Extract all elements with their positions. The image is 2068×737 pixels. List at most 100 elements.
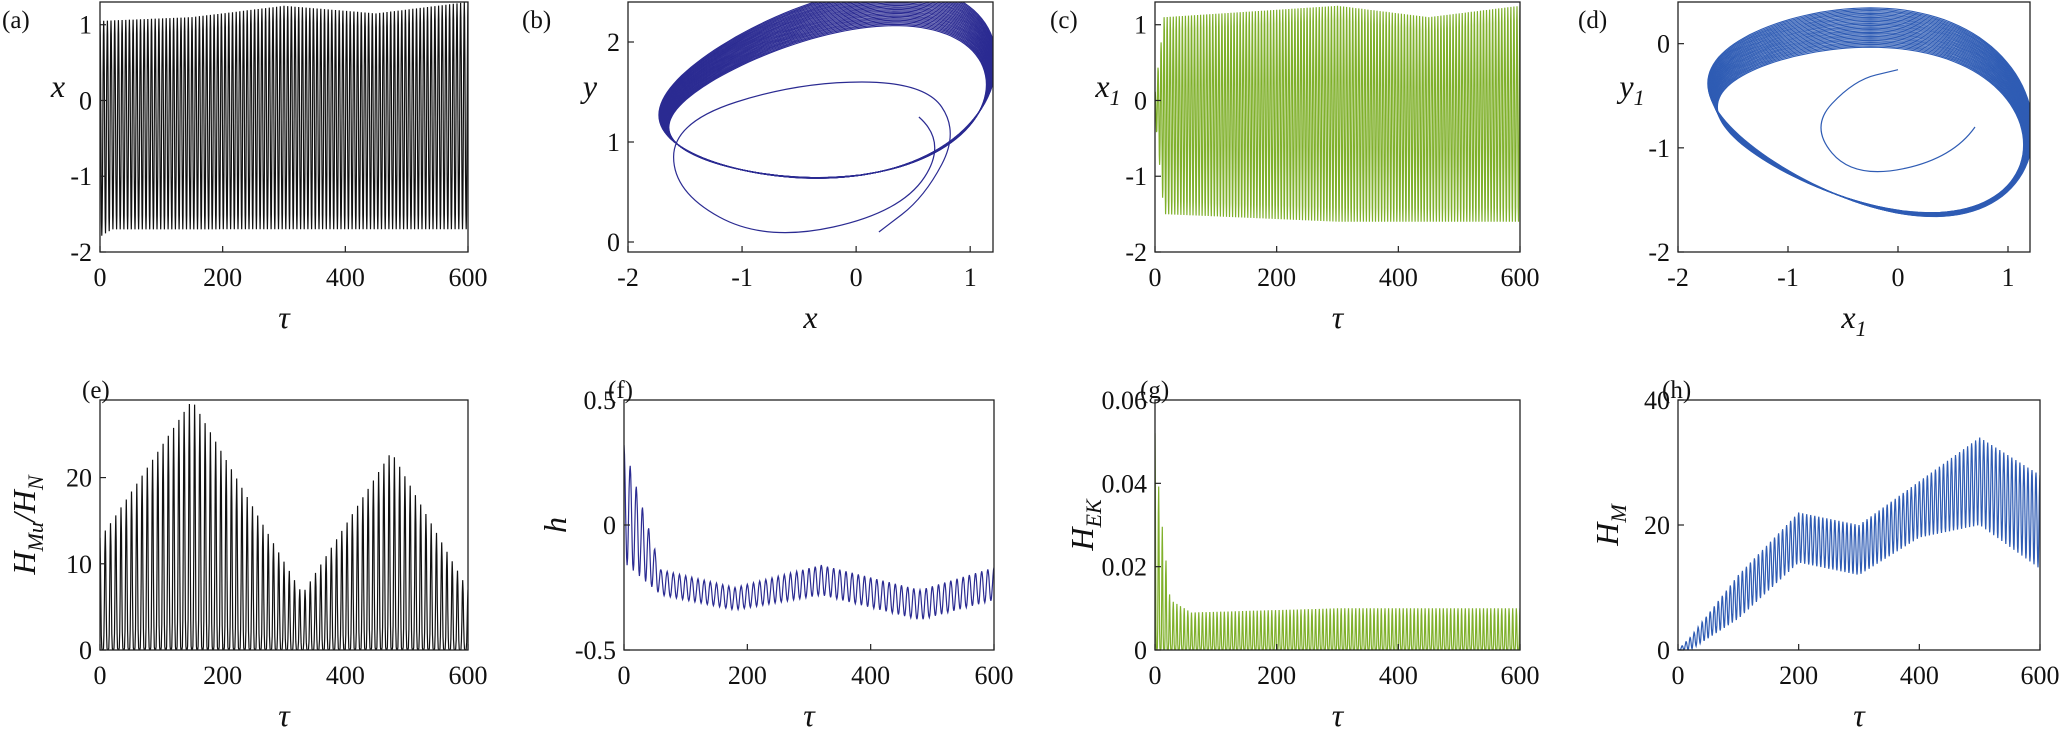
- xlabel-f: τ: [803, 697, 816, 733]
- xtick-label-g-2: 400: [1379, 661, 1418, 690]
- loop-b-4: [666, 19, 989, 179]
- panel-label-h: (h): [1662, 377, 1691, 404]
- series-d: [1707, 7, 2030, 218]
- ytick-label-f-0: -0.5: [575, 636, 616, 665]
- panel-c: 0 200 400 600 -2 -1 0 1 τ x1 (c): [1050, 1, 1540, 335]
- ytick-label-e-0: 0: [79, 636, 92, 665]
- series-line-f: [624, 444, 994, 621]
- ytick-label-b-2: 2: [607, 28, 620, 57]
- xtick-label-h-0: 0: [1672, 661, 1685, 690]
- loop-d-29: [1707, 7, 2030, 218]
- xtick-label-d-0: -2: [1667, 263, 1689, 292]
- series-line-a: [100, 2, 468, 236]
- panel-d: -2 -1 0 1 -2 -1 0 x1 y1 (d): [1578, 1, 2031, 341]
- loop-b-7: [665, 15, 990, 179]
- axes-frame-a: [99, 1, 469, 253]
- ytick-label-b-0: 0: [607, 228, 620, 257]
- loop-b-1: [667, 23, 988, 179]
- panel-label-f: (f): [608, 377, 633, 404]
- ytick-label-a-0: -2: [70, 238, 92, 267]
- loop-b-2: [667, 22, 988, 179]
- xtick-label-b-3: 1: [964, 263, 977, 292]
- xtick-label-g-3: 600: [1501, 661, 1540, 690]
- panel-label-a: (a): [2, 7, 30, 34]
- xtick-label-d-1: -1: [1777, 263, 1799, 292]
- xlabel-c: τ: [1332, 299, 1345, 335]
- axes-frame-f: [623, 399, 995, 651]
- xtick-label-f-2: 400: [851, 661, 890, 690]
- series-h: [1678, 437, 2040, 650]
- xtick-label-c-3: 600: [1501, 263, 1540, 292]
- series-line-g: [1155, 433, 1520, 650]
- axes-frame-g: [1154, 399, 1521, 651]
- xtick-label-a-0: 0: [94, 263, 107, 292]
- loop-b-8: [665, 14, 990, 179]
- ytick-label-b-1: 1: [607, 128, 620, 157]
- series-a: [100, 2, 468, 236]
- loop-b-10: [664, 11, 991, 179]
- panel-label-e: (e): [82, 377, 110, 404]
- panel-label-g: (g): [1140, 377, 1169, 404]
- ytick-label-a-1: -1: [70, 162, 92, 191]
- xtick-label-f-0: 0: [618, 661, 631, 690]
- ytick-label-g-1: 0.02: [1102, 553, 1148, 582]
- xtick-label-f-1: 200: [728, 661, 767, 690]
- xtick-label-h-1: 200: [1779, 661, 1818, 690]
- ytick-label-c-2: 0: [1134, 86, 1147, 115]
- series-c: [1155, 5, 1520, 222]
- axes-frame-e: [99, 399, 469, 651]
- panel-label-d: (d): [1578, 7, 1607, 34]
- xtick-label-b-0: -2: [617, 263, 639, 292]
- ytick-label-g-0: 0: [1134, 636, 1147, 665]
- xtick-label-g-1: 200: [1257, 661, 1296, 690]
- axes-frame-c: [1154, 1, 1521, 253]
- ylabel-f: h: [537, 517, 573, 533]
- xtick-label-g-0: 0: [1149, 661, 1162, 690]
- series-b: [658, 2, 993, 234]
- xlabel-b: x: [802, 299, 817, 335]
- ylabel-h: HM: [1589, 503, 1631, 547]
- xtick-label-e-3: 600: [449, 661, 488, 690]
- loop-b-29: [658, 2, 993, 179]
- loop-b-5: [666, 18, 989, 179]
- xtick-label-e-1: 200: [203, 661, 242, 690]
- ytick-label-c-1: -1: [1125, 162, 1147, 191]
- ytick-label-g-2: 0.04: [1102, 469, 1148, 498]
- panel-f: 0 200 400 600-0.500.5τh(f): [537, 377, 1014, 733]
- xlabel-d: x1: [1840, 299, 1866, 341]
- ytick-label-a-3: 1: [79, 11, 92, 40]
- ytick-label-h-2: 40: [1644, 386, 1670, 415]
- ytick-label-d-0: -2: [1648, 238, 1670, 267]
- series-line-c: [1155, 5, 1520, 222]
- xtick-label-e-2: 400: [326, 661, 365, 690]
- xtick-label-d-2: 0: [1892, 263, 1905, 292]
- xtick-label-a-3: 600: [449, 263, 488, 292]
- xtick-label-c-0: 0: [1149, 263, 1162, 292]
- ytick-label-h-0: 0: [1657, 636, 1670, 665]
- xtick-label-h-2: 400: [1900, 661, 1939, 690]
- xlabel-a: τ: [278, 299, 291, 335]
- ytick-label-f-1: 0: [603, 511, 616, 540]
- xtick-label-e-0: 0: [94, 661, 107, 690]
- xlabel-e: τ: [278, 697, 291, 733]
- series-f: [624, 444, 994, 621]
- xtick-label-b-2: 0: [850, 263, 863, 292]
- panel-label-c: (c): [1050, 7, 1078, 34]
- xtick-label-c-1: 200: [1257, 263, 1296, 292]
- series-g: [1155, 433, 1520, 650]
- ytick-label-a-2: 0: [79, 86, 92, 115]
- loop-b-11: [664, 10, 991, 179]
- loop-b-6: [666, 17, 989, 179]
- panel-h: 0 200 400 600 0 20 40 τ HM (h): [1589, 377, 2060, 733]
- ytick-label-e-2: 20: [66, 464, 92, 493]
- ylabel-g: HEK: [1064, 498, 1106, 552]
- ylabel-c: x1: [1094, 68, 1120, 110]
- ytick-label-d-1: -1: [1648, 134, 1670, 163]
- xtick-label-a-2: 400: [326, 263, 365, 292]
- series-line-e: [100, 403, 468, 650]
- panel-b: -2 -1 0 1 0 1 2 x y (b): [522, 1, 994, 335]
- xtick-label-d-3: 1: [2002, 263, 2015, 292]
- ytick-label-c-3: 1: [1134, 11, 1147, 40]
- xlabel-g: τ: [1332, 697, 1345, 733]
- panel-a: 0 200 400 600 -2 -1 0 1 τ x (a): [2, 1, 488, 335]
